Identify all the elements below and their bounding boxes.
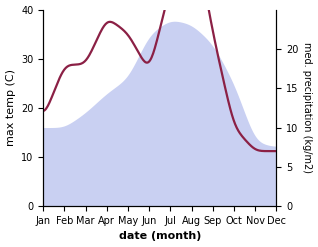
X-axis label: date (month): date (month): [119, 231, 201, 242]
Y-axis label: max temp (C): max temp (C): [5, 69, 16, 146]
Y-axis label: med. precipitation (kg/m2): med. precipitation (kg/m2): [302, 42, 313, 173]
